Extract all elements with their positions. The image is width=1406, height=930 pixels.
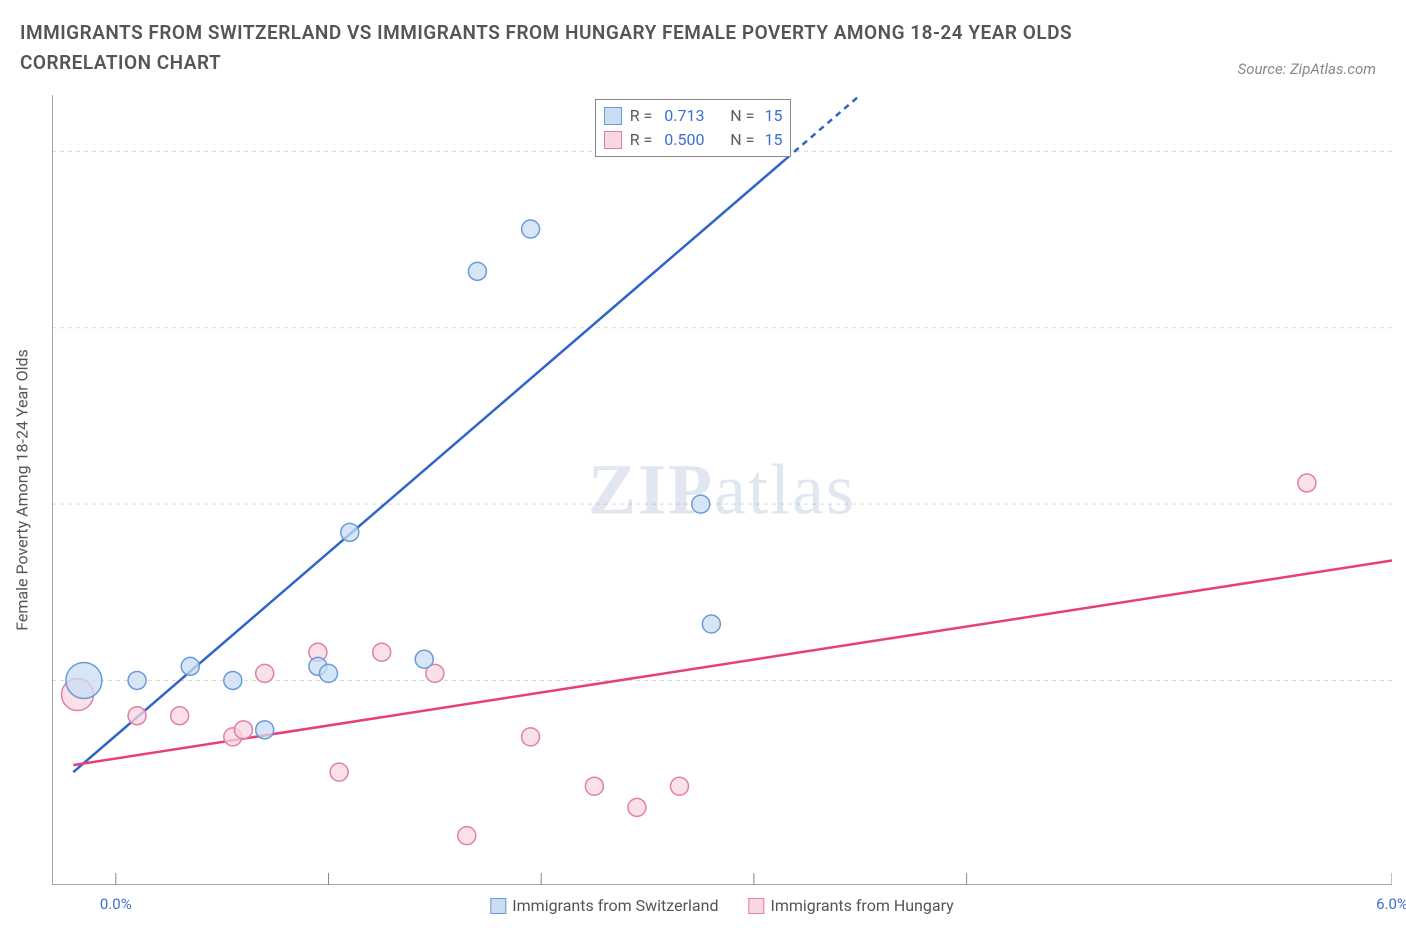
x-tick-label: 6.0%	[1376, 895, 1406, 913]
r-value: 0.500	[664, 128, 718, 152]
legend-swatch	[490, 898, 506, 914]
n-label: N =	[730, 104, 754, 128]
source-prefix: Source:	[1238, 60, 1290, 78]
legend-swatch	[748, 898, 764, 914]
chart-header: IMMIGRANTS FROM SWITZERLAND VS IMMIGRANT…	[0, 0, 1406, 79]
r-label: R =	[630, 104, 653, 128]
scatter-plot	[52, 95, 1392, 885]
x-tick-label: 0.0%	[100, 895, 132, 913]
n-value: 15	[764, 128, 782, 152]
n-label: N =	[730, 128, 754, 152]
correlation-legend-row: R = 0.713 N = 15	[604, 104, 783, 128]
chart-container: Female Poverty Among 18-24 Year Olds ZIP…	[52, 95, 1392, 885]
y-axis-label: Female Poverty Among 18-24 Year Olds	[13, 349, 32, 631]
correlation-legend: R = 0.713 N = 15 R = 0.500 N = 15	[595, 99, 792, 157]
r-label: R =	[630, 128, 653, 152]
legend-swatch	[604, 131, 622, 149]
correlation-legend-row: R = 0.500 N = 15	[604, 128, 783, 152]
legend-item: Immigrants from Hungary	[748, 896, 953, 915]
legend-label: Immigrants from Hungary	[770, 896, 953, 915]
legend-swatch	[604, 107, 622, 125]
n-value: 15	[764, 104, 782, 128]
source-attribution: Source: ZipAtlas.com	[1238, 60, 1386, 78]
series-legend: Immigrants from Switzerland Immigrants fr…	[490, 896, 953, 915]
chart-title: IMMIGRANTS FROM SWITZERLAND VS IMMIGRANT…	[20, 18, 1120, 79]
legend-item: Immigrants from Switzerland	[490, 896, 718, 915]
legend-label: Immigrants from Switzerland	[512, 896, 718, 915]
r-value: 0.713	[664, 104, 718, 128]
source-name: ZipAtlas.com	[1290, 60, 1376, 78]
